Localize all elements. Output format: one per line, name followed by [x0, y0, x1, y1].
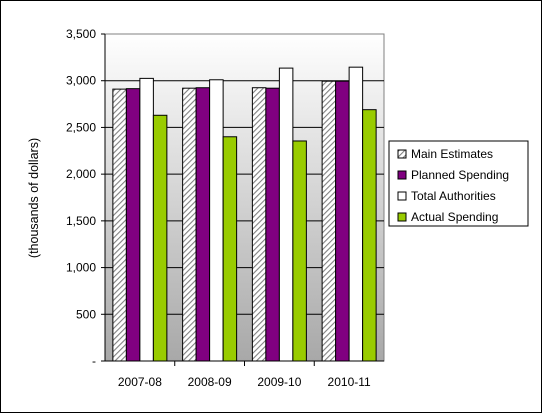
bar-planned-spending	[125, 88, 141, 362]
x-tick-label: 2010-11	[328, 375, 371, 389]
bar-actual-spending	[222, 136, 238, 362]
bar-main-estimates	[112, 88, 127, 362]
legend: Main Estimates Planned Spending Total Auth…	[388, 140, 529, 227]
x-tick-label: 2009-10	[257, 375, 301, 389]
bar-actual-spending	[152, 114, 168, 362]
x-axis-ticks: 2007-08 2008-09 2009-10 2010-11	[118, 361, 371, 389]
y-axis-label: (thousands of dollars)	[27, 138, 41, 258]
legend-swatch	[397, 149, 407, 159]
y-axis-ticks: - 500 1,000 1,500 2,000 2,500 3,000 3,500	[66, 27, 105, 368]
x-tick-label: 2007-08	[118, 375, 162, 389]
legend-box	[388, 140, 529, 227]
bar-total-authorities	[139, 77, 154, 362]
y-tick-label: 2,500	[66, 120, 96, 134]
y-tick-label: 1,500	[66, 214, 96, 228]
bar-total-authorities	[278, 67, 294, 362]
x-tick-label: 2008-09	[188, 375, 232, 389]
y-tick-label: 2,000	[66, 167, 96, 181]
y-tick-label: 1,000	[66, 261, 96, 275]
legend-label: Planned Spending	[411, 168, 509, 182]
bar-total-authorities	[209, 79, 224, 362]
bar-total-authorities	[348, 66, 364, 362]
legend-label: Main Estimates	[411, 147, 493, 161]
bar-actual-spending	[362, 109, 377, 362]
bar-actual-spending	[292, 140, 307, 362]
bars	[112, 66, 377, 362]
legend-swatch	[397, 191, 407, 201]
bar-planned-spending	[265, 87, 280, 362]
bar-main-estimates	[251, 87, 267, 362]
bar-main-estimates	[321, 80, 337, 362]
bar-planned-spending	[335, 80, 350, 362]
bar-main-estimates	[182, 87, 197, 362]
y-tick-label: 500	[76, 307, 96, 321]
y-tick-label: -	[92, 354, 96, 368]
y-tick-label: 3,000	[66, 74, 96, 88]
bar-planned-spending	[195, 87, 211, 362]
legend-label: Total Authorities	[411, 189, 496, 203]
legend-swatch	[397, 212, 407, 222]
y-tick-label: 3,500	[66, 27, 96, 41]
legend-label: Actual Spending	[411, 210, 498, 224]
legend-swatch	[397, 170, 407, 180]
